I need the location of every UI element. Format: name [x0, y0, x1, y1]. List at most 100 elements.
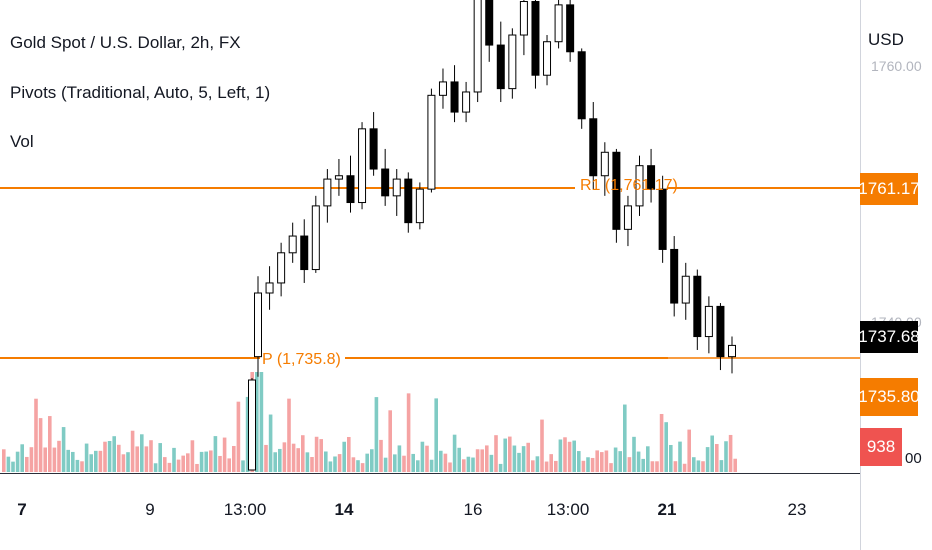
volume-bar [636, 451, 641, 472]
volume-bar [84, 443, 89, 472]
time-tick: 14 [334, 500, 354, 519]
volume-bar [351, 457, 356, 472]
volume-bar [710, 435, 714, 472]
volume-bar [356, 460, 360, 472]
volume-bar [374, 397, 379, 472]
candle-body [473, 0, 482, 93]
volume-bar [540, 419, 544, 472]
candle-body [623, 205, 632, 230]
volume-bar [43, 447, 47, 472]
volume-legend[interactable]: Vol [10, 132, 34, 151]
pivot-r1-label: R1 (1,761.17) [580, 177, 678, 194]
volume-bar [273, 452, 277, 472]
volume-bar [319, 439, 323, 472]
candle-body [704, 305, 713, 338]
pivot-lines [0, 187, 860, 359]
price-tick-faded-top: 1760.00 [871, 58, 922, 74]
volume-bar [222, 437, 227, 472]
candle-body [612, 151, 621, 230]
volume-bar [61, 427, 66, 472]
volume-bar [11, 461, 15, 472]
volume-bars [2, 372, 737, 472]
volume-bar [600, 452, 604, 472]
volume-bar [75, 459, 80, 472]
volume-bar [333, 456, 337, 472]
volume-bar [572, 440, 576, 472]
candle-body [566, 4, 575, 53]
volume-bar [733, 458, 737, 472]
volume-bar [181, 455, 185, 472]
volume-bar [6, 456, 11, 472]
volume-bar [360, 463, 365, 472]
volume-bar [213, 436, 218, 472]
candle-body [681, 275, 690, 304]
currency-label[interactable]: USD [868, 30, 904, 49]
volume-bar [190, 440, 195, 472]
volume-bar [613, 447, 618, 472]
volume-bar [29, 447, 34, 472]
volume-bar [278, 448, 282, 472]
volume-bar [623, 404, 627, 472]
pivots-legend[interactable]: Pivots (Traditional, Auto, 5, Left, 1) [10, 83, 271, 102]
volume-bar [406, 393, 411, 472]
volume-bar [94, 450, 98, 472]
candle-body [543, 41, 552, 76]
volume-bar [420, 441, 425, 472]
volume-bar [535, 456, 540, 472]
volume-bar [673, 461, 678, 472]
volume-bar [199, 451, 204, 472]
volume-bar [314, 436, 319, 472]
volume-bar [291, 443, 296, 472]
candle-body [311, 205, 320, 271]
volume-bar [498, 463, 503, 472]
volume-bar [457, 447, 461, 472]
symbol-legend[interactable]: Gold Spot / U.S. Dollar, 2h, FX [10, 33, 241, 52]
pivot-price-label: 1735.80 [858, 378, 920, 416]
volume-bar [144, 446, 149, 472]
volume-bar [416, 460, 420, 472]
volume-bar [89, 454, 93, 472]
candle-body [277, 252, 286, 284]
volume-bar [512, 445, 517, 472]
volume-bar [554, 460, 558, 472]
volume-bar [719, 460, 724, 472]
volume-bar [112, 436, 116, 472]
volume-bar [268, 414, 273, 472]
volume-bar [310, 457, 314, 472]
volume-bar [342, 441, 346, 472]
volume-bar [153, 463, 158, 472]
volume-bar [646, 446, 650, 472]
volume-bar [701, 461, 705, 472]
price-axis-separator [860, 0, 861, 550]
volume-bar [107, 441, 112, 472]
volume-bar [558, 439, 563, 472]
volume-bar [581, 460, 586, 472]
candle-body [577, 51, 586, 120]
candle-body [254, 292, 262, 358]
volume-bar [388, 410, 392, 472]
volume-bar [682, 463, 687, 472]
volume-bar [25, 456, 29, 472]
candle-body [404, 178, 413, 224]
volume-bar [66, 449, 70, 472]
time-tick: 16 [463, 500, 483, 519]
candle-body [728, 344, 736, 358]
volume-bar [687, 429, 691, 472]
volume-bar [618, 451, 622, 472]
volume-bar [98, 450, 103, 472]
volume-bar [245, 396, 250, 472]
candle-body [450, 81, 459, 113]
candle-body [519, 1, 528, 36]
candle-body [496, 44, 505, 90]
candle-body [554, 4, 563, 43]
volume-bar [494, 435, 498, 472]
volume-bar [659, 413, 664, 472]
time-tick: 7 [17, 500, 27, 519]
volume-bar [20, 444, 24, 472]
volume-bar [604, 450, 609, 472]
volume-bar [347, 436, 351, 472]
volume-bar [696, 460, 701, 472]
volume-bar [443, 453, 448, 472]
volume-bar [218, 455, 222, 472]
